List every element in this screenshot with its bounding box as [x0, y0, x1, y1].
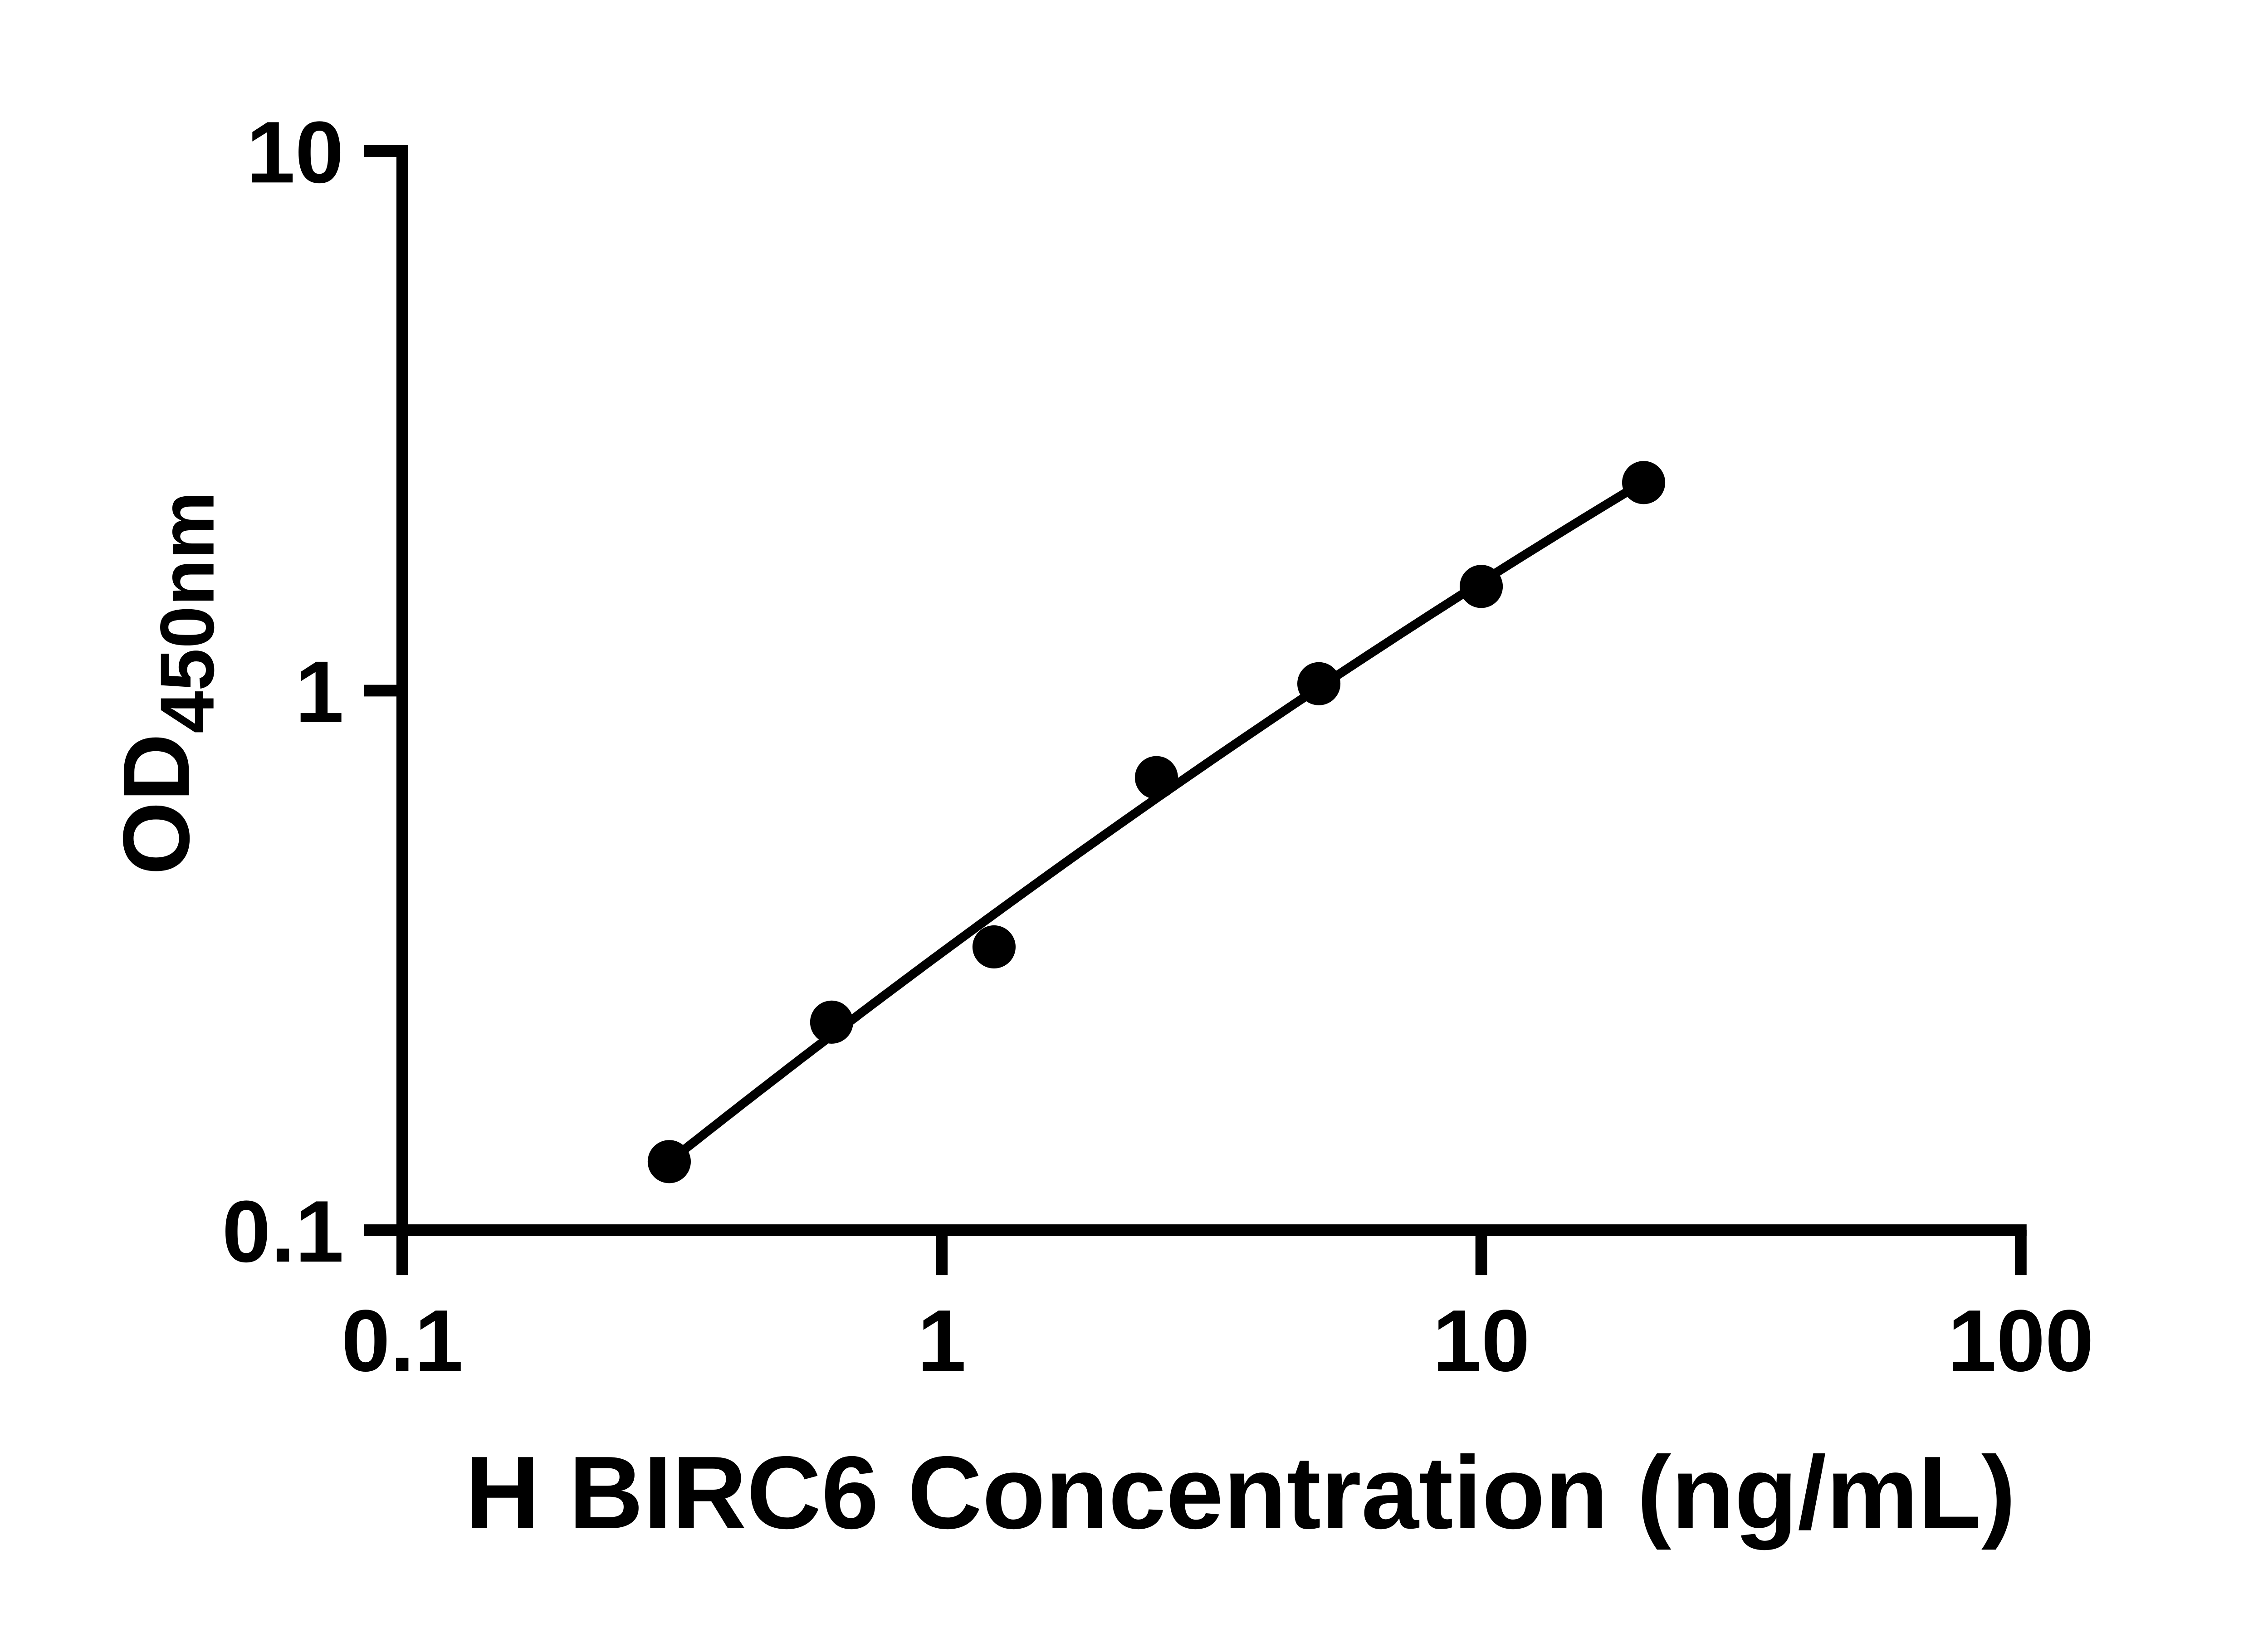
y-axis-title-subscript: 450nm [145, 491, 230, 733]
x-tick-label: 1 [917, 1291, 966, 1389]
y-tick-label: 10 [246, 103, 344, 201]
data-point [1459, 565, 1503, 608]
x-tick-label: 10 [1432, 1291, 1530, 1389]
y-axis-tick-labels: 0.1 1 10 [222, 103, 344, 1280]
y-tick-label: 1 [295, 643, 344, 741]
data-point [1134, 756, 1178, 799]
x-axis-title: H BIRC6 Concentration (ng/mL) [465, 1435, 2016, 1550]
data-point [810, 1000, 853, 1044]
data-point [1297, 662, 1341, 705]
y-axis-title: OD450nm [104, 491, 230, 875]
data-points [647, 461, 1666, 1183]
data-point [1622, 461, 1666, 504]
data-point [647, 1140, 691, 1183]
x-axis-tick-labels: 0.1 1 10 100 [342, 1291, 2094, 1389]
y-tick-label: 0.1 [222, 1182, 344, 1280]
plot-area: 0.1 1 10 100 0.1 1 10 [222, 103, 2094, 1389]
y-axis-title-main: OD [104, 733, 209, 875]
x-tick-label: 0.1 [342, 1291, 464, 1389]
data-point [972, 925, 1016, 969]
x-axis-ticks [396, 1230, 2027, 1276]
y-axis-ticks [364, 145, 402, 1236]
x-tick-label: 100 [1948, 1291, 2094, 1389]
